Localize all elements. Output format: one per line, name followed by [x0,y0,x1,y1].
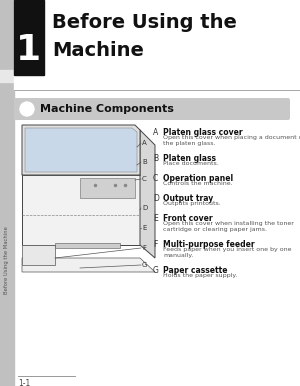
Text: C: C [153,174,158,183]
Text: A: A [153,128,158,137]
Bar [0,70,14,82]
Text: E: E [153,214,158,223]
Text: Before Using the: Before Using the [52,12,237,32]
Text: C: C [142,176,147,182]
Polygon shape [25,128,137,172]
Text: Operation panel: Operation panel [163,174,233,183]
Text: 1-1: 1-1 [18,379,30,386]
Text: 1: 1 [16,33,42,67]
Text: Multi-purpose feeder: Multi-purpose feeder [163,240,255,249]
Text: Feeds paper when you insert one by one: Feeds paper when you insert one by one [163,247,292,252]
Bar [14,0,300,90]
Text: Output tray: Output tray [163,194,213,203]
Text: Paper cassette: Paper cassette [163,266,227,275]
Text: Platen glass: Platen glass [163,154,216,163]
Text: F: F [153,240,158,249]
Polygon shape [22,130,140,175]
Circle shape [20,102,34,116]
Polygon shape [22,245,55,265]
Bar [0,0,14,386]
Text: E: E [142,225,146,231]
Text: Holds the paper supply.: Holds the paper supply. [163,273,237,278]
Text: Front cover: Front cover [163,214,213,223]
Text: F: F [142,245,146,251]
Text: Machine Components: Machine Components [40,104,174,114]
Text: Place documents.: Place documents. [163,161,219,166]
Text: B: B [142,159,147,165]
Text: Open this cover when placing a document on: Open this cover when placing a document … [163,135,300,140]
Text: Machine: Machine [52,41,144,59]
Polygon shape [140,130,155,258]
Text: G: G [142,262,147,268]
Text: D: D [153,194,159,203]
Text: D: D [142,205,147,211]
Text: Before Using the Machine: Before Using the Machine [4,226,10,294]
Text: Platen glass cover: Platen glass cover [163,128,243,137]
Text: B: B [153,154,158,163]
Text: A: A [142,140,147,146]
Bar [14,0,44,75]
Polygon shape [22,258,155,272]
Text: G: G [153,266,159,275]
FancyBboxPatch shape [14,98,290,120]
Polygon shape [22,125,140,175]
Text: Open this cover when installing the toner: Open this cover when installing the tone… [163,221,294,226]
Text: the platen glass.: the platen glass. [163,141,215,146]
Text: Outputs printouts.: Outputs printouts. [163,201,221,206]
Text: cartridge or clearing paper jams.: cartridge or clearing paper jams. [163,227,267,232]
Text: Controls the machine.: Controls the machine. [163,181,232,186]
Polygon shape [22,175,140,245]
Bar [80,178,135,198]
Text: manually.: manually. [163,253,193,258]
Polygon shape [55,243,120,248]
